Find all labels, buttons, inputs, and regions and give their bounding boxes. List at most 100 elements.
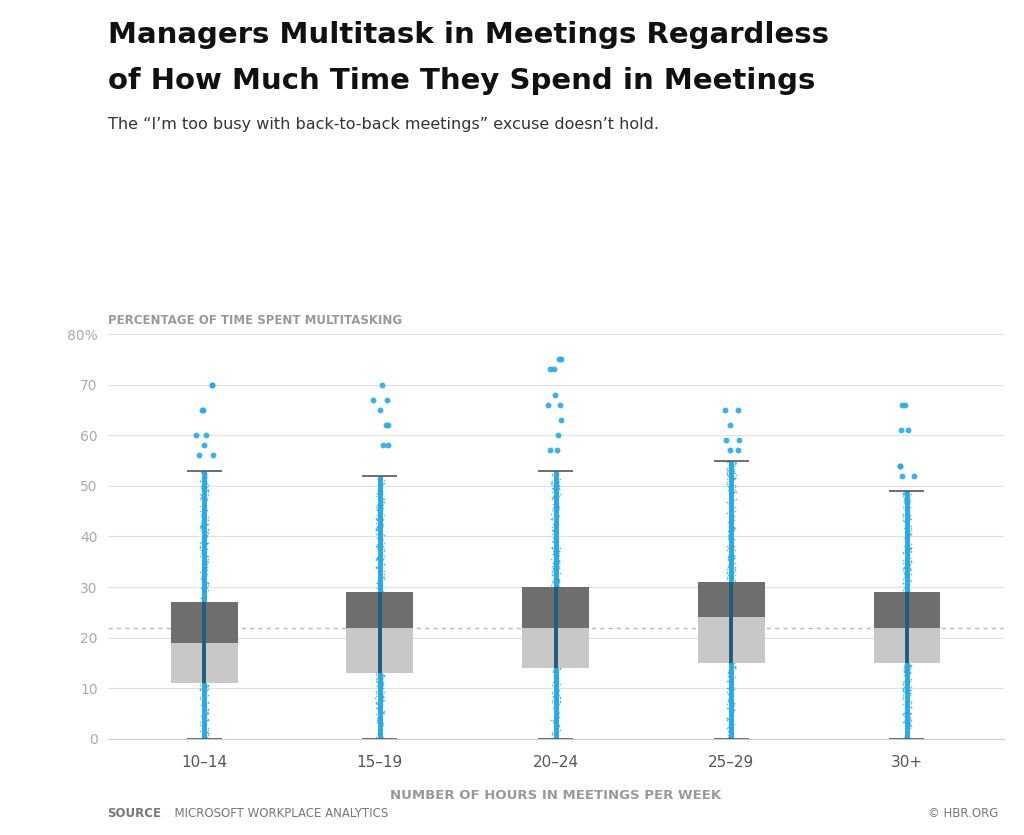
Point (199, 602, 215, 615)
Point (200, 483, 216, 497)
Point (372, 481, 388, 494)
Point (719, 647, 735, 660)
Point (899, 686, 915, 700)
Point (902, 629, 919, 642)
Point (899, 614, 915, 627)
Point (375, 630, 391, 644)
Point (196, 542, 212, 555)
Point (547, 711, 563, 725)
Point (895, 682, 911, 696)
Point (721, 496, 737, 509)
Point (372, 471, 388, 484)
Point (726, 464, 742, 478)
Point (544, 592, 560, 605)
Point (545, 535, 561, 549)
Point (369, 680, 385, 693)
Point (901, 601, 918, 615)
Point (368, 539, 384, 553)
Point (899, 726, 915, 740)
Point (199, 428, 215, 442)
Point (371, 710, 387, 723)
Point (371, 726, 387, 740)
Point (722, 711, 738, 724)
Point (548, 629, 564, 642)
Point (548, 595, 564, 608)
Point (545, 656, 561, 670)
Point (370, 527, 386, 540)
Point (720, 515, 736, 529)
Point (724, 482, 740, 495)
Point (194, 519, 210, 533)
Point (901, 653, 918, 666)
Point (196, 728, 212, 741)
Point (197, 707, 213, 721)
Point (896, 497, 912, 510)
Point (201, 510, 217, 524)
Point (376, 549, 392, 563)
Point (545, 586, 561, 600)
Point (375, 553, 391, 566)
Point (201, 653, 217, 666)
Point (373, 688, 389, 701)
Point (191, 539, 208, 552)
Point (199, 725, 215, 738)
Point (723, 621, 739, 635)
Point (197, 691, 213, 705)
Point (898, 507, 914, 520)
Point (197, 465, 213, 478)
Point (894, 612, 910, 625)
Point (727, 504, 743, 518)
Point (549, 695, 565, 708)
Point (369, 646, 385, 660)
Point (544, 732, 560, 746)
Point (196, 685, 212, 698)
Point (193, 691, 209, 704)
Point (900, 578, 916, 591)
Point (726, 471, 742, 484)
Point (368, 512, 384, 525)
Point (195, 598, 211, 611)
Point (549, 508, 565, 521)
Point (895, 665, 911, 679)
Point (551, 625, 567, 638)
Point (902, 645, 919, 658)
Point (371, 586, 387, 600)
Point (372, 623, 388, 636)
Point (901, 665, 918, 679)
Point (194, 503, 210, 516)
Point (549, 517, 565, 530)
Point (899, 530, 915, 544)
Point (200, 704, 216, 717)
Point (723, 458, 739, 472)
Point (720, 605, 736, 618)
Point (198, 498, 214, 512)
Point (724, 555, 740, 569)
Point (546, 591, 562, 605)
Point (544, 566, 560, 579)
Point (200, 576, 216, 590)
Point (727, 623, 743, 636)
Point (552, 691, 568, 705)
Point (902, 659, 919, 672)
Point (543, 584, 559, 598)
Point (372, 531, 388, 544)
Point (199, 645, 215, 658)
Point (901, 541, 918, 554)
Point (368, 672, 384, 686)
Point (376, 685, 392, 698)
Point (546, 681, 562, 694)
Point (194, 491, 210, 504)
Point (900, 533, 916, 546)
Point (544, 524, 560, 537)
Point (896, 487, 912, 500)
Point (548, 466, 564, 479)
Point (548, 625, 564, 639)
Point (724, 620, 740, 633)
Point (547, 524, 563, 538)
Point (900, 549, 916, 562)
Point (720, 479, 736, 493)
Point (545, 640, 561, 653)
Point (546, 637, 562, 650)
Point (543, 623, 559, 636)
Point (720, 681, 736, 695)
